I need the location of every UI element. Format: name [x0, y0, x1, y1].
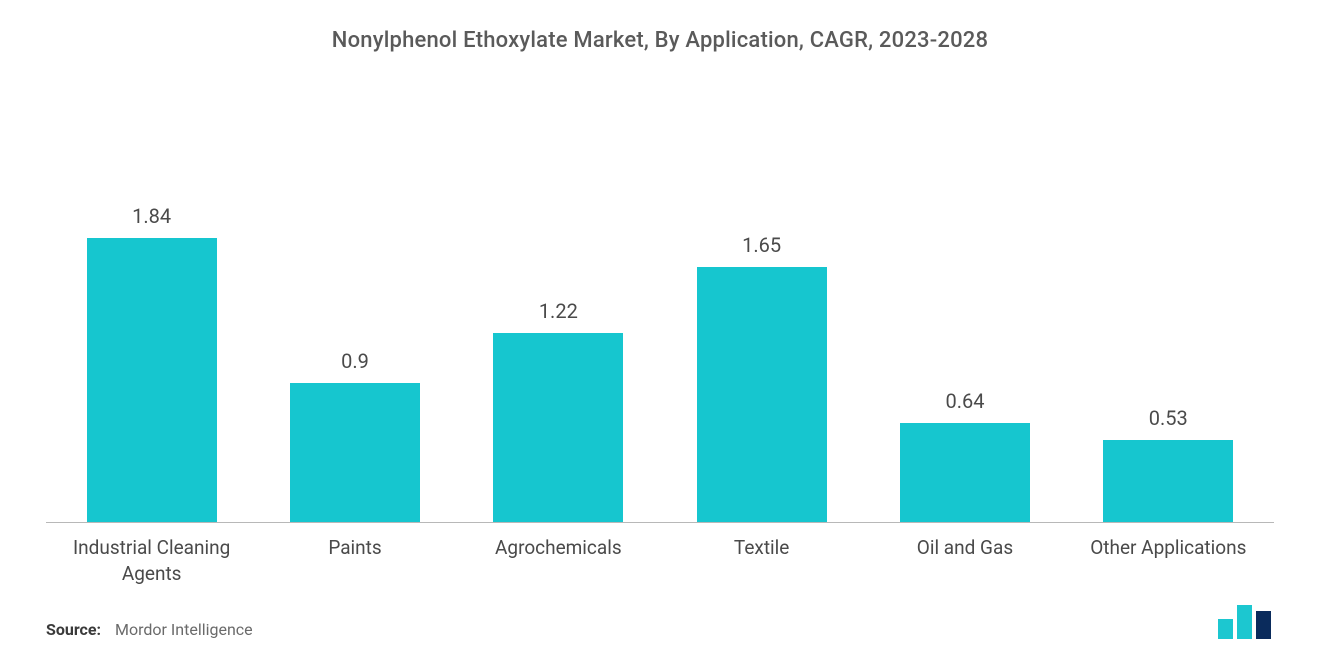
bar — [493, 333, 623, 522]
x-axis-category-label: Textile — [660, 535, 863, 586]
x-axis-category-label: Agrochemicals — [457, 535, 660, 586]
bar-column: 1.84 — [50, 123, 253, 522]
x-axis-category-label: Other Applications — [1067, 535, 1270, 586]
bar — [290, 383, 420, 522]
mordor-logo-icon — [1218, 601, 1274, 639]
chart-footer: Source: Mordor Intelligence — [46, 601, 1274, 639]
bar-column: 0.64 — [863, 123, 1066, 522]
source-attribution: Source: Mordor Intelligence — [46, 620, 253, 639]
source-label: Source: — [46, 620, 101, 639]
bar-column: 1.65 — [660, 123, 863, 522]
bar-value-label: 0.53 — [1149, 406, 1188, 430]
bar-column: 1.22 — [457, 123, 660, 522]
bar — [697, 267, 827, 522]
source-text: Mordor Intelligence — [115, 620, 253, 639]
bar-value-label: 0.9 — [341, 349, 369, 373]
bars-row: 1.84 0.9 1.22 1.65 0.64 0.53 — [46, 123, 1274, 523]
x-axis-category-label: Paints — [253, 535, 456, 586]
chart-title: Nonylphenol Ethoxylate Market, By Applic… — [46, 28, 1274, 53]
bar — [87, 238, 217, 522]
bar-value-label: 1.22 — [539, 299, 578, 323]
x-axis-labels: Industrial Cleaning AgentsPaintsAgrochem… — [46, 523, 1274, 586]
bar-value-label: 1.84 — [132, 204, 171, 228]
bar-value-label: 1.65 — [742, 233, 781, 257]
bar — [900, 423, 1030, 522]
bar-value-label: 0.64 — [945, 389, 984, 413]
chart-plot-area: 1.84 0.9 1.22 1.65 0.64 0.53 — [46, 123, 1274, 523]
x-axis-category-label: Industrial Cleaning Agents — [50, 535, 253, 586]
bar — [1103, 440, 1233, 522]
x-axis-category-label: Oil and Gas — [863, 535, 1066, 586]
bar-column: 0.9 — [253, 123, 456, 522]
bar-column: 0.53 — [1067, 123, 1270, 522]
